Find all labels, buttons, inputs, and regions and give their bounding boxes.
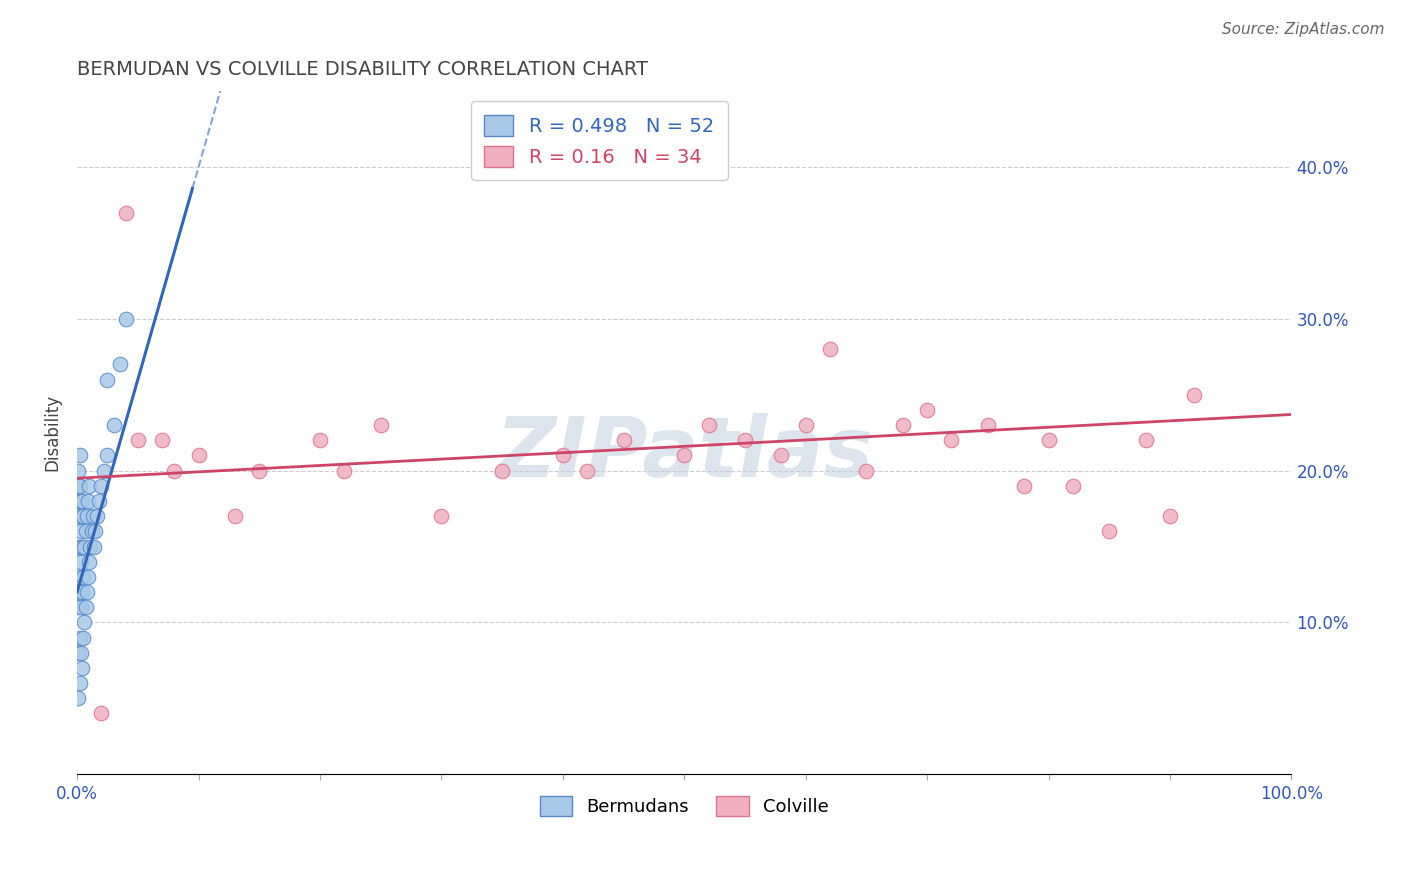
Point — [127, 434, 149, 448]
Point — [977, 418, 1000, 433]
Point — [70, 540, 93, 554]
Point — [673, 449, 696, 463]
Legend: Bermudans, Colville: Bermudans, Colville — [533, 789, 837, 823]
Point — [76, 509, 98, 524]
Point — [69, 540, 91, 554]
Point — [72, 509, 94, 524]
Point — [69, 524, 91, 539]
Text: Source: ZipAtlas.com: Source: ZipAtlas.com — [1222, 22, 1385, 37]
Point — [67, 494, 90, 508]
Point — [96, 373, 118, 387]
Point — [163, 464, 186, 478]
Point — [70, 494, 93, 508]
Point — [67, 600, 90, 615]
Point — [69, 479, 91, 493]
Point — [67, 509, 90, 524]
Point — [915, 403, 938, 417]
Point — [697, 418, 720, 433]
Point — [1135, 434, 1157, 448]
Point — [76, 585, 98, 599]
Point — [96, 449, 118, 463]
Point — [1038, 434, 1060, 448]
Point — [77, 494, 100, 508]
Point — [941, 434, 963, 448]
Point — [150, 434, 173, 448]
Point — [551, 449, 574, 463]
Point — [576, 464, 599, 478]
Point — [69, 600, 91, 615]
Point — [69, 646, 91, 660]
Text: BERMUDAN VS COLVILLE DISABILITY CORRELATION CHART: BERMUDAN VS COLVILLE DISABILITY CORRELAT… — [77, 60, 648, 78]
Point — [69, 585, 91, 599]
Point — [77, 479, 100, 493]
Point — [1014, 479, 1036, 493]
Point — [430, 509, 453, 524]
Point — [83, 540, 105, 554]
Point — [114, 311, 136, 326]
Point — [612, 434, 634, 448]
Point — [247, 464, 270, 478]
Point — [93, 464, 115, 478]
Point — [309, 434, 332, 448]
Point — [1159, 509, 1181, 524]
Point — [73, 540, 96, 554]
Point — [69, 494, 91, 508]
Point — [67, 540, 90, 554]
Point — [108, 358, 131, 372]
Point — [67, 646, 90, 660]
Point — [1098, 524, 1121, 539]
Point — [80, 524, 103, 539]
Text: ZIPatlas: ZIPatlas — [495, 413, 873, 493]
Point — [69, 631, 91, 645]
Point — [67, 691, 90, 706]
Point — [491, 464, 513, 478]
Point — [90, 706, 112, 721]
Point — [891, 418, 914, 433]
Point — [67, 570, 90, 584]
Point — [72, 631, 94, 645]
Point — [1062, 479, 1084, 493]
Point — [1182, 388, 1205, 402]
Point — [69, 676, 91, 690]
Point — [86, 509, 108, 524]
Point — [77, 555, 100, 569]
Point — [75, 524, 97, 539]
Point — [72, 570, 94, 584]
Point — [333, 464, 356, 478]
Point — [734, 434, 756, 448]
Point — [84, 524, 107, 539]
Point — [69, 555, 91, 569]
Point — [70, 585, 93, 599]
Point — [87, 494, 110, 508]
Point — [770, 449, 793, 463]
Point — [818, 343, 841, 357]
Point — [79, 540, 101, 554]
Point — [187, 449, 209, 463]
Point — [73, 615, 96, 630]
Point — [67, 479, 90, 493]
Point — [794, 418, 817, 433]
Point — [370, 418, 392, 433]
Point — [855, 464, 877, 478]
Point — [70, 661, 93, 675]
Point — [82, 509, 104, 524]
Y-axis label: Disability: Disability — [44, 394, 60, 471]
Point — [69, 449, 91, 463]
Point — [75, 600, 97, 615]
Point — [103, 418, 125, 433]
Point — [77, 570, 100, 584]
Point — [114, 205, 136, 219]
Point — [224, 509, 246, 524]
Point — [69, 509, 91, 524]
Point — [90, 479, 112, 493]
Point — [67, 464, 90, 478]
